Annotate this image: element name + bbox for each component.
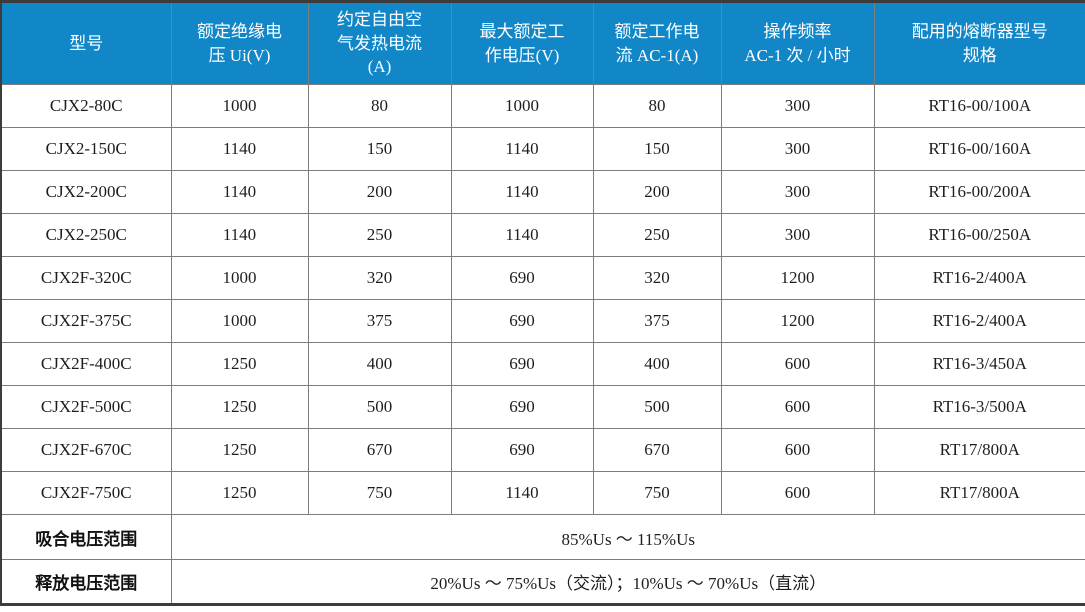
- value-cell: 500: [307, 385, 452, 429]
- table-row: CJX2-80C 1000 80 1000 80 300 RT16-00/100A: [0, 84, 1085, 128]
- value-cell: 690: [450, 385, 594, 429]
- value-cell: 1140: [170, 170, 309, 214]
- footer-value: 20%Us ～ 75%Us（交流）；10%Us ～ 70%Us（直流）: [170, 559, 1085, 605]
- table-row: CJX2F-400C 1250 400 690 400 600 RT16-3/450A: [0, 342, 1085, 386]
- value-cell: RT16-3/500A: [873, 385, 1085, 429]
- model-cell: CJX2F-400C: [0, 342, 172, 386]
- value-cell: 1140: [170, 127, 309, 171]
- value-cell: RT16-3/450A: [873, 342, 1085, 386]
- value-cell: RT16-00/160A: [873, 127, 1085, 171]
- model-cell: CJX2F-750C: [0, 471, 172, 515]
- value-cell: 1250: [170, 385, 309, 429]
- value-cell: 1250: [170, 342, 309, 386]
- value-cell: 320: [307, 256, 452, 300]
- value-cell: RT16-2/400A: [873, 256, 1085, 300]
- value-cell: 400: [592, 342, 722, 386]
- value-cell: 1140: [170, 213, 309, 257]
- value-cell: 150: [592, 127, 722, 171]
- value-cell: RT17/800A: [873, 428, 1085, 472]
- value-cell: 750: [307, 471, 452, 515]
- value-cell: RT16-2/400A: [873, 299, 1085, 343]
- value-cell: 1200: [720, 256, 875, 300]
- footer-row: 吸合电压范围 85%Us ～ 115%Us: [0, 514, 1085, 560]
- value-cell: 1000: [450, 84, 594, 128]
- value-cell: 1140: [450, 127, 594, 171]
- footer-label: 吸合电压范围: [0, 514, 172, 560]
- value-cell: 1250: [170, 471, 309, 515]
- value-cell: 375: [592, 299, 722, 343]
- value-cell: 200: [592, 170, 722, 214]
- value-cell: 1000: [170, 256, 309, 300]
- value-cell: 300: [720, 213, 875, 257]
- value-cell: 320: [592, 256, 722, 300]
- footer-label: 释放电压范围: [0, 559, 172, 605]
- value-cell: 690: [450, 299, 594, 343]
- value-cell: 1000: [170, 299, 309, 343]
- value-cell: RT16-00/100A: [873, 84, 1085, 128]
- value-cell: 300: [720, 84, 875, 128]
- value-cell: 670: [592, 428, 722, 472]
- value-cell: 600: [720, 385, 875, 429]
- value-cell: 1200: [720, 299, 875, 343]
- table-header: 型号 额定绝缘电 压 Ui(V) 约定自由空 气发热电流 (A) 最大额定工 作…: [0, 1, 1085, 85]
- value-cell: 400: [307, 342, 452, 386]
- column-header-operation-frequency: 操作频率 AC-1 次 / 小时: [720, 1, 875, 85]
- value-cell: 690: [450, 256, 594, 300]
- value-cell: 670: [307, 428, 452, 472]
- table-row: CJX2F-500C 1250 500 690 500 600 RT16-3/500A: [0, 385, 1085, 429]
- model-cell: CJX2-150C: [0, 127, 172, 171]
- value-cell: 600: [720, 428, 875, 472]
- value-cell: RT16-00/250A: [873, 213, 1085, 257]
- value-cell: 600: [720, 471, 875, 515]
- value-cell: 1140: [450, 170, 594, 214]
- value-cell: RT17/800A: [873, 471, 1085, 515]
- model-cell: CJX2-80C: [0, 84, 172, 128]
- header-row: 型号 额定绝缘电 压 Ui(V) 约定自由空 气发热电流 (A) 最大额定工 作…: [0, 1, 1085, 85]
- value-cell: 500: [592, 385, 722, 429]
- value-cell: 200: [307, 170, 452, 214]
- value-cell: 1140: [450, 471, 594, 515]
- value-cell: 80: [307, 84, 452, 128]
- value-cell: 250: [592, 213, 722, 257]
- value-cell: RT16-00/200A: [873, 170, 1085, 214]
- value-cell: 1000: [170, 84, 309, 128]
- table-row: CJX2-150C 1140 150 1140 150 300 RT16-00/160A: [0, 127, 1085, 171]
- table-row: CJX2F-670C 1250 670 690 670 600 RT17/800A: [0, 428, 1085, 472]
- column-header-max-working-voltage: 最大额定工 作电压(V): [450, 1, 594, 85]
- value-cell: 690: [450, 342, 594, 386]
- column-header-working-current-ac1: 额定工作电 流 AC-1(A): [592, 1, 722, 85]
- footer-value: 85%Us ～ 115%Us: [170, 514, 1085, 560]
- model-cell: CJX2F-500C: [0, 385, 172, 429]
- model-cell: CJX2-250C: [0, 213, 172, 257]
- table-body: CJX2-80C 1000 80 1000 80 300 RT16-00/100A CJX2-…: [0, 84, 1085, 605]
- table-row: CJX2F-320C 1000 320 690 320 1200 RT16-2/400A: [0, 256, 1085, 300]
- value-cell: 80: [592, 84, 722, 128]
- column-header-fuse-spec: 配用的熔断器型号 规格: [873, 1, 1085, 85]
- table-row: CJX2-250C 1140 250 1140 250 300 RT16-00/250A: [0, 213, 1085, 257]
- column-header-insulation-voltage: 额定绝缘电 压 Ui(V): [170, 1, 309, 85]
- value-cell: 150: [307, 127, 452, 171]
- value-cell: 750: [592, 471, 722, 515]
- table-row: CJX2F-750C 1250 750 1140 750 600 RT17/800A: [0, 471, 1085, 515]
- table-row: CJX2F-375C 1000 375 690 375 1200 RT16-2/400A: [0, 299, 1085, 343]
- column-header-model: 型号: [0, 1, 172, 85]
- model-cell: CJX2F-670C: [0, 428, 172, 472]
- value-cell: 1140: [450, 213, 594, 257]
- footer-row: 释放电压范围 20%Us ～ 75%Us（交流）；10%Us ～ 70%Us（直流…: [0, 559, 1085, 605]
- value-cell: 1250: [170, 428, 309, 472]
- value-cell: 600: [720, 342, 875, 386]
- value-cell: 690: [450, 428, 594, 472]
- value-cell: 300: [720, 127, 875, 171]
- model-cell: CJX2-200C: [0, 170, 172, 214]
- table-row: CJX2-200C 1140 200 1140 200 300 RT16-00/200A: [0, 170, 1085, 214]
- value-cell: 250: [307, 213, 452, 257]
- model-cell: CJX2F-375C: [0, 299, 172, 343]
- column-header-thermal-current: 约定自由空 气发热电流 (A): [307, 1, 452, 85]
- value-cell: 300: [720, 170, 875, 214]
- model-cell: CJX2F-320C: [0, 256, 172, 300]
- value-cell: 375: [307, 299, 452, 343]
